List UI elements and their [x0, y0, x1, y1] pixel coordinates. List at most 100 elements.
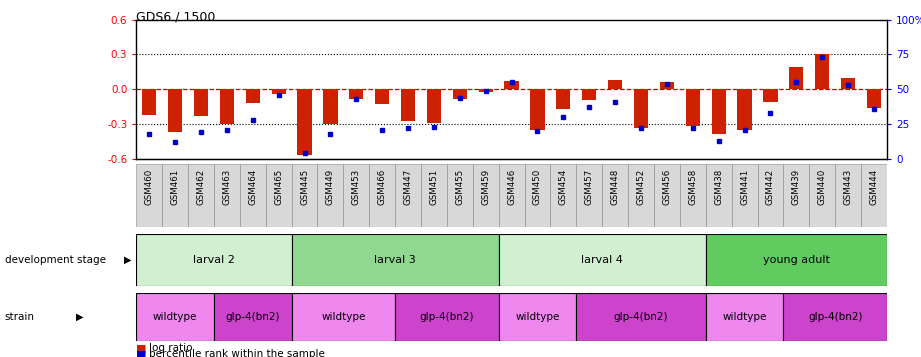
Text: GSM460: GSM460 — [145, 169, 154, 206]
Bar — [867, 89, 881, 108]
Bar — [841, 77, 856, 89]
Bar — [835, 164, 861, 227]
Text: GSM451: GSM451 — [429, 169, 438, 206]
Text: GSM440: GSM440 — [818, 169, 827, 206]
Bar — [525, 164, 551, 227]
Text: ▶: ▶ — [124, 255, 132, 265]
Bar — [705, 164, 731, 227]
Text: wildtype: wildtype — [153, 312, 197, 322]
Bar — [634, 89, 648, 127]
Bar — [266, 164, 292, 227]
Bar — [498, 234, 705, 286]
Text: GDS6 / 1500: GDS6 / 1500 — [136, 11, 216, 24]
Text: GSM462: GSM462 — [196, 169, 205, 206]
Bar — [784, 164, 810, 227]
Bar — [292, 234, 498, 286]
Text: GSM445: GSM445 — [300, 169, 309, 206]
Bar — [421, 164, 447, 227]
Bar — [861, 164, 887, 227]
Bar — [375, 89, 390, 104]
Bar — [447, 164, 472, 227]
Text: GSM443: GSM443 — [844, 169, 853, 206]
Bar — [272, 89, 286, 94]
Text: GSM466: GSM466 — [378, 169, 387, 206]
Bar — [194, 89, 208, 116]
Text: GSM449: GSM449 — [326, 169, 335, 205]
Text: larval 4: larval 4 — [581, 255, 624, 265]
Bar — [628, 164, 654, 227]
Bar — [214, 164, 239, 227]
Bar — [369, 164, 395, 227]
Bar — [757, 164, 784, 227]
Bar — [680, 164, 705, 227]
Bar — [168, 89, 182, 132]
Bar — [731, 164, 757, 227]
Bar — [136, 234, 292, 286]
Bar — [498, 293, 577, 341]
Text: larval 3: larval 3 — [374, 255, 416, 265]
Bar — [505, 81, 519, 89]
Bar — [498, 164, 525, 227]
Bar — [602, 164, 628, 227]
Bar — [401, 89, 415, 121]
Text: wildtype: wildtype — [321, 312, 366, 322]
Bar — [136, 293, 214, 341]
Text: GSM465: GSM465 — [274, 169, 283, 206]
Text: ▶: ▶ — [76, 312, 84, 322]
Bar — [323, 89, 338, 124]
Text: GSM464: GSM464 — [249, 169, 257, 206]
Text: GSM442: GSM442 — [766, 169, 775, 206]
Bar — [789, 67, 803, 89]
Bar — [136, 164, 162, 227]
Text: ■: ■ — [136, 343, 146, 353]
Bar — [705, 234, 887, 286]
Text: GSM446: GSM446 — [507, 169, 516, 206]
Text: GSM452: GSM452 — [636, 169, 646, 206]
Text: ■: ■ — [136, 349, 146, 357]
Bar — [318, 164, 344, 227]
Text: GSM453: GSM453 — [352, 169, 361, 206]
Text: GSM455: GSM455 — [455, 169, 464, 206]
Text: GSM461: GSM461 — [170, 169, 180, 206]
Bar — [395, 164, 421, 227]
Bar — [349, 89, 364, 99]
Text: larval 2: larval 2 — [193, 255, 235, 265]
Text: glp-4(bn2): glp-4(bn2) — [420, 312, 474, 322]
Bar — [551, 164, 577, 227]
Bar — [764, 89, 777, 102]
Text: glp-4(bn2): glp-4(bn2) — [226, 312, 280, 322]
Bar — [162, 164, 188, 227]
Text: strain: strain — [5, 312, 35, 322]
Text: glp-4(bn2): glp-4(bn2) — [808, 312, 862, 322]
Bar — [297, 89, 311, 155]
Bar — [220, 89, 234, 124]
Text: GSM448: GSM448 — [611, 169, 620, 206]
Bar — [738, 89, 752, 130]
Bar — [654, 164, 680, 227]
Bar — [577, 164, 602, 227]
Text: log ratio: log ratio — [149, 343, 192, 353]
Bar — [292, 164, 318, 227]
Bar — [530, 89, 544, 130]
Text: glp-4(bn2): glp-4(bn2) — [613, 312, 669, 322]
Bar — [712, 89, 726, 135]
Bar — [815, 54, 829, 89]
Bar — [472, 164, 498, 227]
Bar — [344, 164, 369, 227]
Text: GSM457: GSM457 — [585, 169, 594, 206]
Text: GSM444: GSM444 — [869, 169, 879, 206]
Text: development stage: development stage — [5, 255, 106, 265]
Text: GSM454: GSM454 — [559, 169, 568, 206]
Bar — [426, 89, 441, 123]
Bar — [784, 293, 887, 341]
Bar — [705, 293, 784, 341]
Bar — [188, 164, 214, 227]
Bar — [246, 89, 260, 103]
Bar — [214, 293, 292, 341]
Bar — [556, 89, 570, 109]
Text: GSM447: GSM447 — [403, 169, 413, 206]
Bar — [810, 164, 835, 227]
Text: GSM450: GSM450 — [533, 169, 542, 206]
Text: GSM456: GSM456 — [662, 169, 671, 206]
Bar — [453, 89, 467, 99]
